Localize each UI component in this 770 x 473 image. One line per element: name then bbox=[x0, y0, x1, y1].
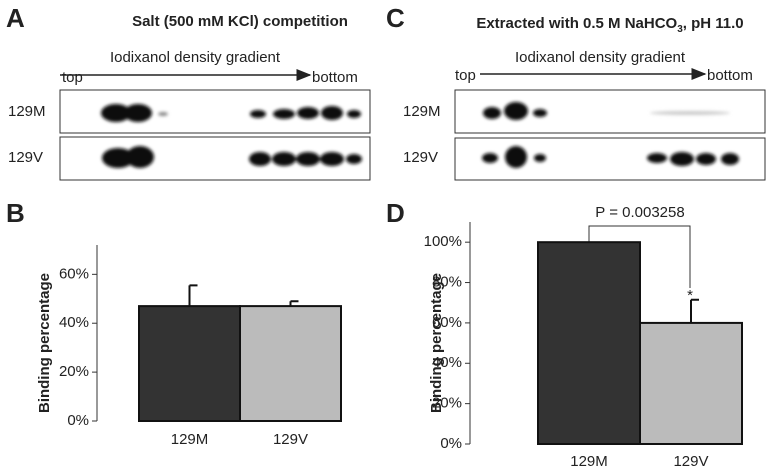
bands bbox=[101, 104, 362, 168]
y-tick-label: 60% bbox=[59, 265, 89, 282]
bar bbox=[639, 321, 743, 445]
bottom-label: bottom bbox=[312, 69, 358, 86]
title-part: , pH 11.0 bbox=[683, 15, 744, 32]
x-tick-label: 129V bbox=[273, 431, 308, 448]
bands bbox=[482, 102, 739, 168]
y-tick-label: 0% bbox=[440, 435, 462, 452]
gradient-label: Iodixanol density gradient bbox=[515, 49, 686, 66]
annotation: P = 0.003258 bbox=[595, 204, 684, 221]
significance-bracket bbox=[588, 225, 691, 288]
row-label: 129V bbox=[8, 149, 43, 166]
y-tick-label: 60% bbox=[432, 314, 462, 331]
y-tick-label: 80% bbox=[432, 274, 462, 291]
x-tick-label: 129M bbox=[171, 431, 209, 448]
bottom-label: bottom bbox=[707, 67, 753, 84]
panel-letter: B bbox=[6, 198, 25, 228]
bar bbox=[239, 305, 342, 422]
error-bar bbox=[690, 298, 699, 323]
panel-letter: D bbox=[386, 198, 405, 228]
blot-lane bbox=[454, 89, 766, 134]
x-tick-label: 129V bbox=[673, 453, 708, 470]
error-bar bbox=[188, 284, 198, 307]
y-tick-label: 40% bbox=[59, 314, 89, 331]
y-axis-label: Binding percentage bbox=[428, 273, 445, 413]
row-label: 129M bbox=[8, 103, 46, 120]
bar bbox=[138, 305, 241, 422]
y-tick-label: 20% bbox=[432, 395, 462, 412]
bar bbox=[537, 241, 641, 445]
y-tick-label: 40% bbox=[432, 354, 462, 371]
y-axis-label: Binding percentage bbox=[36, 273, 53, 413]
gradient-label: Iodixanol density gradient bbox=[110, 49, 281, 66]
blot-lane bbox=[454, 137, 766, 181]
y-tick-label: 20% bbox=[59, 363, 89, 380]
panel-letter: A bbox=[6, 3, 25, 33]
top-label: top bbox=[62, 69, 83, 86]
panel-letter: C bbox=[386, 3, 405, 33]
title-part: Extracted with 0.5 M NaHCO bbox=[476, 15, 677, 32]
y-tick-label: 0% bbox=[67, 412, 89, 429]
error-bar bbox=[289, 300, 299, 307]
significance-marker: * bbox=[687, 287, 693, 304]
y-tick-label: 100% bbox=[424, 233, 462, 250]
x-tick-label: 129M bbox=[570, 453, 608, 470]
row-label: 129M bbox=[403, 103, 441, 120]
panel-title: Extracted with 0.5 M NaHCO3, pH 11.0 bbox=[476, 15, 743, 35]
row-label: 129V bbox=[403, 149, 438, 166]
title-subscript: 3 bbox=[677, 24, 683, 35]
top-label: top bbox=[455, 67, 476, 84]
panel-title: Salt (500 mM KCl) competition bbox=[132, 13, 348, 30]
